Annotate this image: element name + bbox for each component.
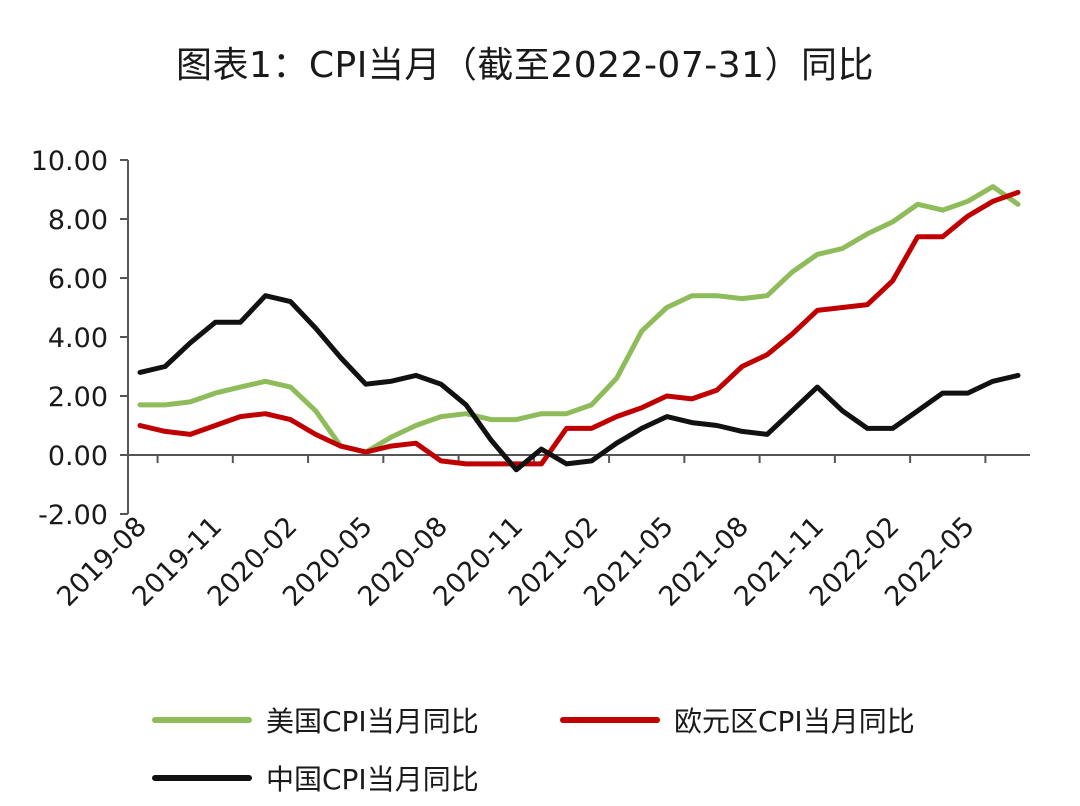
y-tick-label: 6.00 [48, 264, 108, 295]
series-line-eurozone [137, 189, 1021, 467]
x-tick-labels: 2019-082019-112020-022020-052020-082020-… [51, 511, 981, 613]
legend-label-eurozone: 欧元区CPI当月同比 [674, 705, 915, 738]
chart-title: 图表1：CPI当月（截至2022-07-31）同比 [175, 45, 875, 86]
y-tick-label: -2.00 [38, 500, 108, 531]
series-line-china [137, 293, 1021, 473]
y-tick-label: 4.00 [48, 323, 108, 354]
y-tick-label: 2.00 [48, 382, 108, 413]
y-tick-labels: 10.00 8.00 6.00 4.00 2.00 0.00 -2.00 [31, 146, 108, 531]
legend-swatch-eurozone [560, 717, 660, 723]
series-lines [137, 184, 1021, 473]
y-tick-label: 8.00 [48, 205, 108, 236]
legend-label-china: 中国CPI当月同比 [266, 763, 479, 796]
y-tick-label: 10.00 [31, 146, 108, 177]
legend-item-china: 中国CPI当月同比 [152, 758, 479, 798]
series-line-us [137, 184, 1021, 455]
legend-item-eurozone: 欧元区CPI当月同比 [560, 700, 915, 740]
legend-swatch-us [152, 717, 252, 723]
legend-item-us: 美国CPI当月同比 [152, 700, 479, 740]
y-tick-label: 0.00 [48, 441, 108, 472]
legend-label-us: 美国CPI当月同比 [266, 705, 479, 738]
chart-axes [120, 159, 1030, 515]
legend-swatch-china [152, 775, 252, 781]
